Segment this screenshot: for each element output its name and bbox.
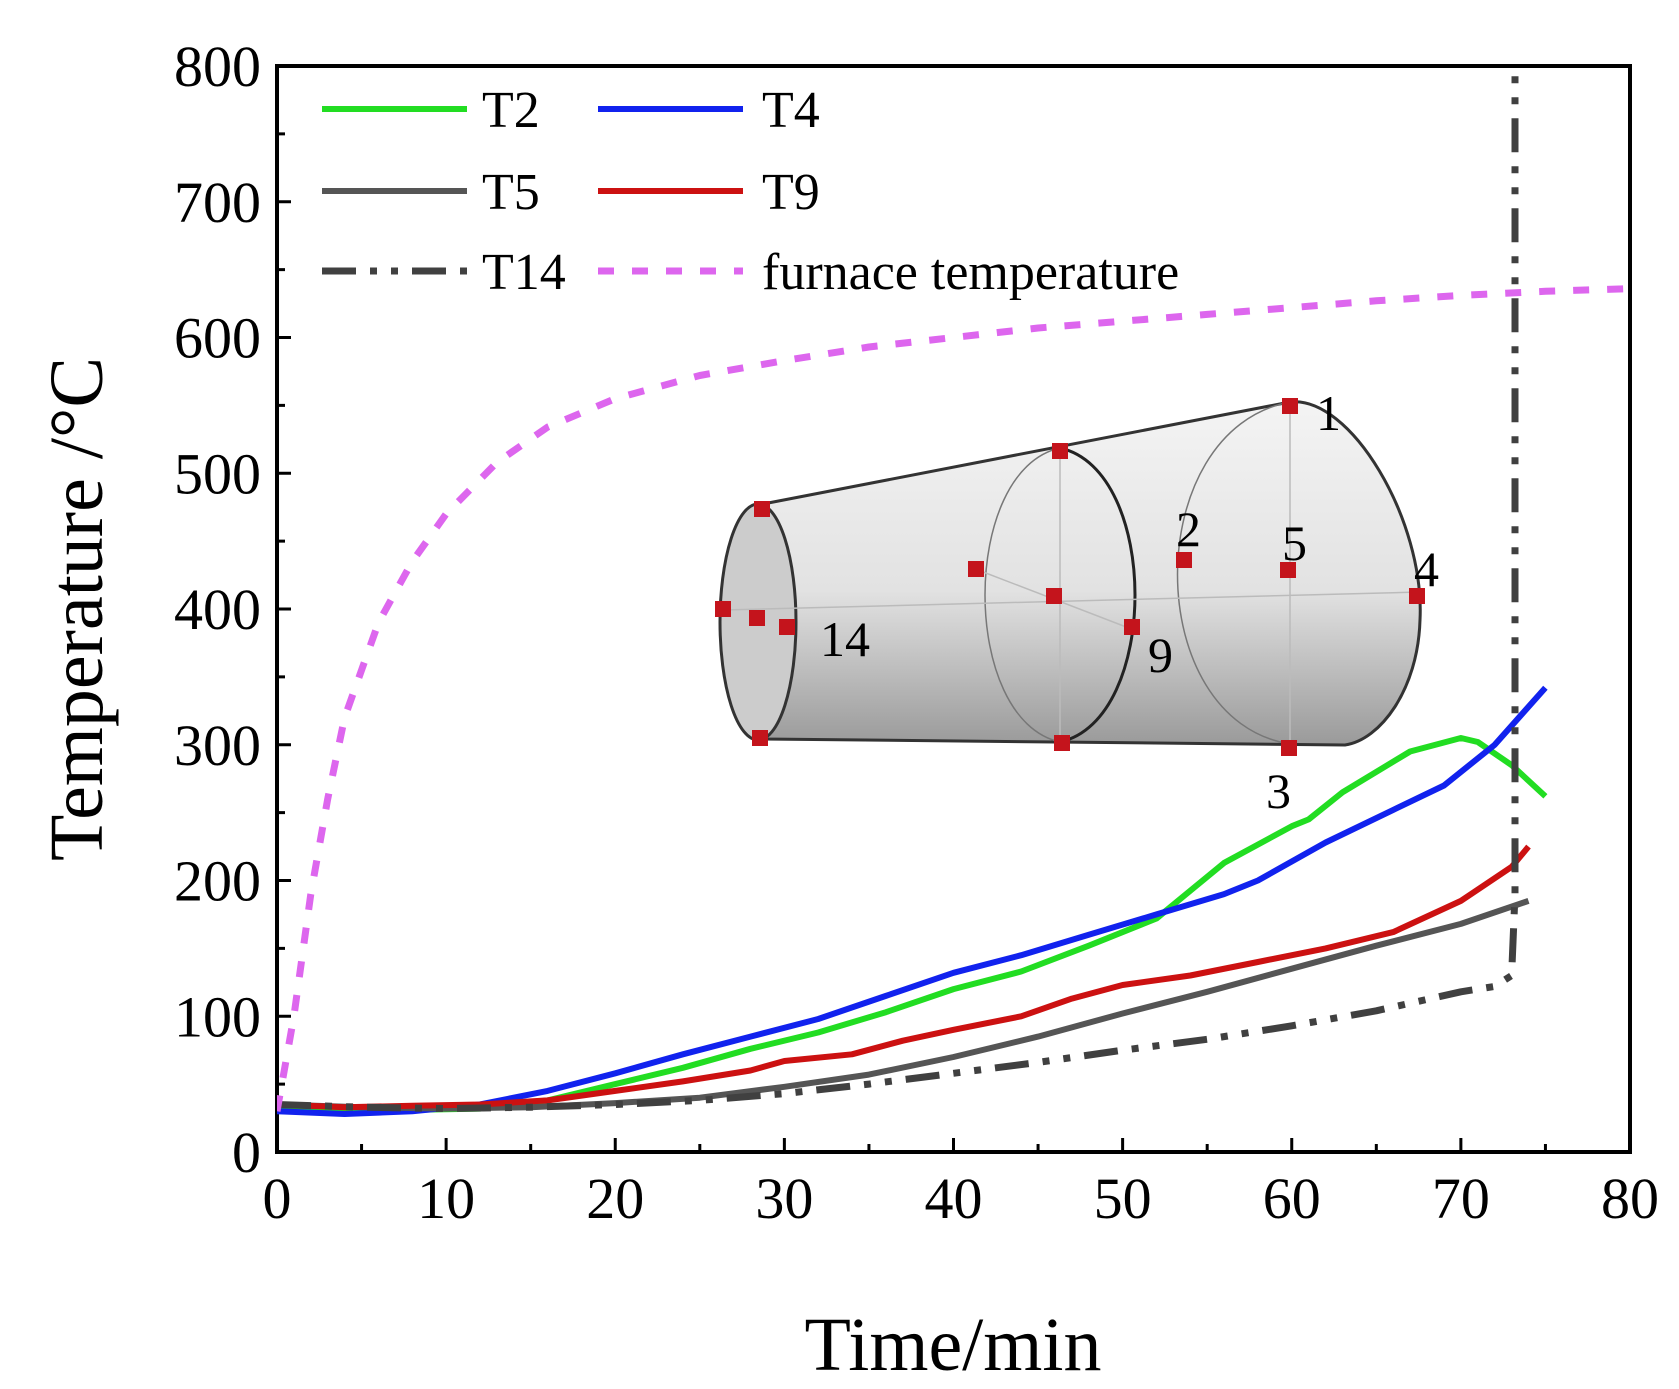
y-tick-label: 600 bbox=[174, 306, 261, 371]
legend-label: furnace temperature bbox=[762, 244, 1179, 301]
x-tick-label: 70 bbox=[1432, 1166, 1490, 1231]
marker-3 bbox=[1281, 740, 1297, 756]
x-tick-label: 80 bbox=[1601, 1166, 1659, 1231]
marker-top-end bbox=[754, 501, 770, 517]
marker-bottom-end bbox=[752, 730, 768, 746]
marker-4 bbox=[1409, 588, 1425, 604]
marker-bottom-mid bbox=[1054, 735, 1070, 751]
point-label-1: 1 bbox=[1316, 385, 1341, 441]
y-tick-label: 100 bbox=[174, 984, 261, 1049]
marker-14 bbox=[779, 619, 795, 635]
mid-ring-front bbox=[1059, 446, 1137, 744]
x-tick-label: 50 bbox=[1094, 1166, 1152, 1231]
marker-left-mid bbox=[968, 561, 984, 577]
marker-left-end bbox=[715, 601, 731, 617]
y-tick-label: 800 bbox=[174, 34, 261, 99]
marker-center-end bbox=[749, 610, 765, 626]
series-line-t14 bbox=[277, 72, 1519, 1113]
x-tick-label: 10 bbox=[417, 1166, 475, 1231]
series-layer bbox=[277, 72, 1630, 1117]
y-tick-label: 300 bbox=[174, 713, 261, 778]
cylinder-body bbox=[761, 400, 1422, 747]
point-label-14: 14 bbox=[820, 611, 870, 667]
y-axis-title: Temperature /°C bbox=[35, 357, 119, 861]
x-tick-label: 0 bbox=[263, 1166, 292, 1231]
y-axis-ticks: 0 100 200 300 400 500 600 700 800 bbox=[174, 34, 291, 1185]
point-label-5: 5 bbox=[1282, 515, 1307, 571]
point-label-4: 4 bbox=[1414, 541, 1439, 597]
axis-line bbox=[723, 591, 1421, 611]
marker-9 bbox=[1124, 619, 1140, 635]
thermocouple-markers bbox=[715, 398, 1425, 756]
legend-label: T9 bbox=[762, 164, 820, 221]
legend-label: T4 bbox=[762, 82, 820, 139]
y-tick-label: 0 bbox=[232, 1120, 261, 1185]
x-tick-label: 40 bbox=[925, 1166, 983, 1231]
legend: T2 T4 T5 T9 T14 furnace temperature bbox=[322, 82, 1179, 301]
series-line-t9 bbox=[277, 844, 1531, 1111]
legend-label: T2 bbox=[482, 82, 540, 139]
marker-top-mid bbox=[1052, 443, 1068, 459]
y-tick-label: 500 bbox=[174, 441, 261, 506]
x-axis-ticks: 0 10 20 30 40 50 60 70 80 bbox=[263, 1138, 1659, 1231]
x-axis-title: Time/min bbox=[804, 1303, 1101, 1387]
marker-5 bbox=[1280, 562, 1296, 578]
series-line-t2 bbox=[277, 735, 1548, 1113]
point-label-2: 2 bbox=[1176, 501, 1201, 557]
y-tick-label: 700 bbox=[174, 170, 261, 235]
point-label-3: 3 bbox=[1266, 763, 1291, 819]
legend-label: T5 bbox=[482, 164, 540, 221]
marker-2 bbox=[1176, 552, 1192, 568]
marker-1 bbox=[1282, 398, 1298, 414]
point-label-9: 9 bbox=[1148, 627, 1173, 683]
far-ring-back bbox=[1176, 401, 1291, 745]
series-line-furnace-temperature bbox=[277, 285, 1630, 1112]
series-line-t4 bbox=[277, 685, 1548, 1117]
legend-label: T14 bbox=[482, 244, 566, 301]
y-tick-label: 200 bbox=[174, 849, 261, 914]
x-tick-label: 30 bbox=[755, 1166, 813, 1231]
x-tick-label: 60 bbox=[1263, 1166, 1321, 1231]
thermocouple-inset: 1 2 3 4 5 9 14 bbox=[715, 385, 1439, 819]
y-tick-label: 400 bbox=[174, 577, 261, 642]
x-tick-label: 20 bbox=[586, 1166, 644, 1231]
marker-center-mid bbox=[1046, 588, 1062, 604]
mid-ring-back bbox=[984, 447, 1061, 743]
